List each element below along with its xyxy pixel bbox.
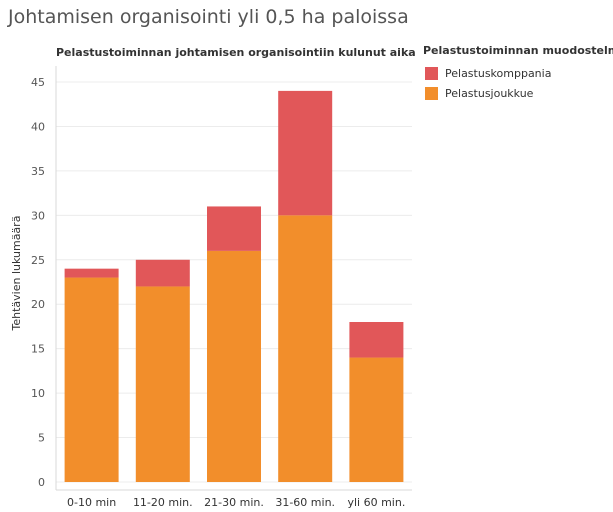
legend-label: Pelastuskomppania bbox=[445, 66, 552, 80]
bar-pelastuskomppania-3 bbox=[278, 90, 333, 216]
x-tick-label: yli 60 min. bbox=[347, 496, 405, 509]
x-tick-label: 11-20 min. bbox=[133, 496, 193, 509]
legend-title: Pelastustoiminnan muodostelma bbox=[423, 44, 613, 57]
legend: Pelastustoiminnan muodostelma Pelastusko… bbox=[423, 44, 613, 103]
bar-pelastuskomppania-1 bbox=[135, 259, 190, 287]
y-tick-label: 40 bbox=[31, 120, 45, 133]
y-tick-label: 30 bbox=[31, 209, 45, 222]
x-tick-label: 0-10 min bbox=[67, 496, 116, 509]
stacked-bar-chart: 0 5 10 15 20 25 30 35 40 45 0-10 min 11-20 min. 21-3… bbox=[31, 66, 412, 509]
legend-item: Pelastuskomppania bbox=[423, 63, 613, 83]
bar-pelastusjoukkue-1 bbox=[135, 286, 190, 482]
page-title: Johtamisen organisointi yli 0,5 ha paloi… bbox=[8, 6, 409, 28]
chart-title: Pelastustoiminnan johtamisen organisoint… bbox=[56, 46, 416, 59]
y-tick-label: 35 bbox=[31, 165, 45, 178]
y-tick-label: 20 bbox=[31, 298, 45, 311]
y-tick-label: 25 bbox=[31, 254, 45, 267]
bar-pelastuskomppania-2 bbox=[207, 206, 261, 251]
bar-pelastusjoukkue-2 bbox=[207, 250, 261, 482]
bar-pelastusjoukkue-3 bbox=[278, 215, 333, 483]
y-tick-label: 0 bbox=[38, 476, 45, 489]
legend-swatch bbox=[425, 86, 438, 100]
legend-swatch bbox=[425, 66, 438, 80]
y-tick-label: 10 bbox=[31, 387, 45, 400]
bar-pelastusjoukkue-4 bbox=[349, 357, 404, 482]
y-tick-label: 5 bbox=[38, 432, 45, 445]
legend-item: Pelastusjoukkue bbox=[423, 83, 613, 103]
bar-pelastuskomppania-0 bbox=[64, 268, 119, 278]
bar-pelastusjoukkue-0 bbox=[64, 277, 119, 482]
y-tick-label: 45 bbox=[31, 76, 45, 89]
legend-items: Pelastuskomppania Pelastusjoukkue bbox=[423, 63, 613, 103]
x-tick-label: 31-60 min. bbox=[275, 496, 335, 509]
y-tick-label: 15 bbox=[31, 343, 45, 356]
legend-label: Pelastusjoukkue bbox=[445, 86, 534, 100]
bar-pelastuskomppania-4 bbox=[349, 322, 404, 358]
x-tick-label: 21-30 min. bbox=[204, 496, 264, 509]
